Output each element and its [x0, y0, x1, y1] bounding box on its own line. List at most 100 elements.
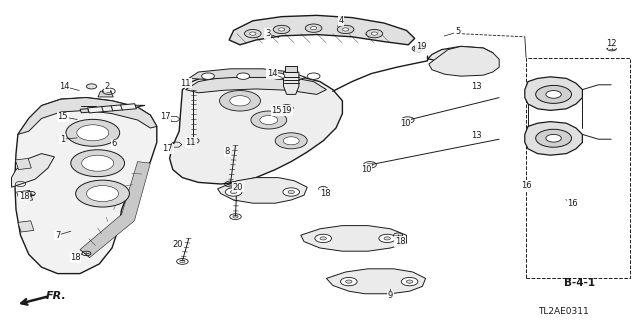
- Polygon shape: [18, 221, 34, 232]
- Text: 19: 19: [416, 42, 426, 51]
- Circle shape: [86, 84, 97, 89]
- Polygon shape: [17, 190, 33, 202]
- Circle shape: [536, 129, 572, 147]
- Polygon shape: [429, 46, 499, 76]
- Text: 10: 10: [361, 165, 371, 174]
- Circle shape: [225, 188, 242, 196]
- Text: 13: 13: [472, 82, 482, 91]
- Circle shape: [310, 27, 317, 30]
- Text: TL2AE0311: TL2AE0311: [538, 308, 589, 316]
- Text: 9: 9: [388, 292, 393, 300]
- Text: 10: 10: [400, 119, 410, 128]
- Circle shape: [546, 91, 561, 98]
- Text: 17: 17: [160, 112, 170, 121]
- Circle shape: [260, 116, 278, 124]
- Text: 8: 8: [225, 148, 230, 156]
- Text: 2: 2: [104, 82, 109, 91]
- Text: 16: 16: [521, 181, 531, 190]
- Polygon shape: [229, 15, 415, 45]
- Text: 15: 15: [58, 112, 68, 121]
- Text: 7: 7: [55, 231, 60, 240]
- Circle shape: [366, 29, 383, 38]
- Text: 15: 15: [271, 106, 282, 115]
- Text: 17: 17: [163, 144, 173, 153]
- Circle shape: [66, 119, 120, 146]
- Polygon shape: [15, 158, 31, 170]
- Circle shape: [283, 188, 300, 196]
- Circle shape: [315, 234, 332, 243]
- Text: 16: 16: [568, 199, 578, 208]
- Polygon shape: [525, 77, 582, 110]
- Text: 18: 18: [320, 189, 330, 198]
- Circle shape: [379, 234, 396, 243]
- Circle shape: [320, 237, 326, 240]
- Polygon shape: [189, 69, 306, 81]
- Circle shape: [230, 190, 237, 194]
- Circle shape: [305, 24, 322, 32]
- Circle shape: [384, 237, 390, 240]
- Circle shape: [342, 28, 349, 31]
- Circle shape: [340, 277, 357, 286]
- Circle shape: [401, 277, 418, 286]
- Polygon shape: [285, 66, 297, 72]
- Polygon shape: [284, 72, 299, 94]
- Polygon shape: [15, 98, 157, 274]
- Polygon shape: [12, 154, 54, 187]
- Text: 3: 3: [265, 29, 270, 38]
- Text: 11: 11: [180, 79, 191, 88]
- Circle shape: [77, 125, 109, 141]
- Circle shape: [202, 73, 214, 79]
- Circle shape: [86, 186, 118, 202]
- Text: 18: 18: [70, 253, 81, 262]
- Text: 13: 13: [472, 132, 482, 140]
- Circle shape: [337, 25, 354, 34]
- Text: 6: 6: [111, 140, 116, 148]
- Circle shape: [546, 134, 561, 142]
- Circle shape: [237, 73, 250, 79]
- Circle shape: [71, 150, 125, 177]
- Text: 18: 18: [19, 192, 29, 201]
- Polygon shape: [428, 46, 493, 64]
- Circle shape: [82, 155, 114, 171]
- Circle shape: [307, 73, 320, 79]
- Circle shape: [251, 111, 287, 129]
- Text: 20: 20: [233, 183, 243, 192]
- Circle shape: [244, 29, 261, 38]
- Polygon shape: [135, 105, 145, 107]
- Circle shape: [288, 190, 294, 194]
- Circle shape: [230, 96, 250, 106]
- Circle shape: [76, 180, 129, 207]
- Text: 19: 19: [282, 106, 292, 115]
- Circle shape: [273, 25, 290, 34]
- Polygon shape: [98, 91, 113, 97]
- Text: B-4-1: B-4-1: [564, 278, 595, 288]
- Polygon shape: [218, 178, 307, 203]
- Polygon shape: [80, 108, 89, 113]
- Bar: [526, 58, 630, 278]
- Text: 14: 14: [59, 82, 69, 91]
- Polygon shape: [18, 98, 157, 134]
- Text: 14: 14: [267, 69, 277, 78]
- Circle shape: [283, 137, 300, 145]
- Circle shape: [536, 85, 572, 103]
- Text: 12: 12: [606, 39, 616, 48]
- Text: FR.: FR.: [46, 291, 67, 301]
- Polygon shape: [525, 122, 582, 155]
- Circle shape: [220, 91, 260, 111]
- Circle shape: [275, 133, 307, 149]
- Polygon shape: [80, 162, 150, 258]
- Circle shape: [346, 280, 352, 283]
- Text: 11: 11: [186, 138, 196, 147]
- Text: 1: 1: [60, 135, 65, 144]
- Text: 18: 18: [395, 237, 405, 246]
- Polygon shape: [186, 75, 326, 94]
- Polygon shape: [88, 104, 136, 113]
- Text: 20: 20: [173, 240, 183, 249]
- Circle shape: [272, 73, 285, 79]
- Circle shape: [406, 280, 413, 283]
- Polygon shape: [170, 72, 342, 184]
- Polygon shape: [326, 269, 426, 294]
- Circle shape: [250, 32, 256, 35]
- Text: 4: 4: [339, 16, 344, 25]
- Text: 5: 5: [455, 28, 460, 36]
